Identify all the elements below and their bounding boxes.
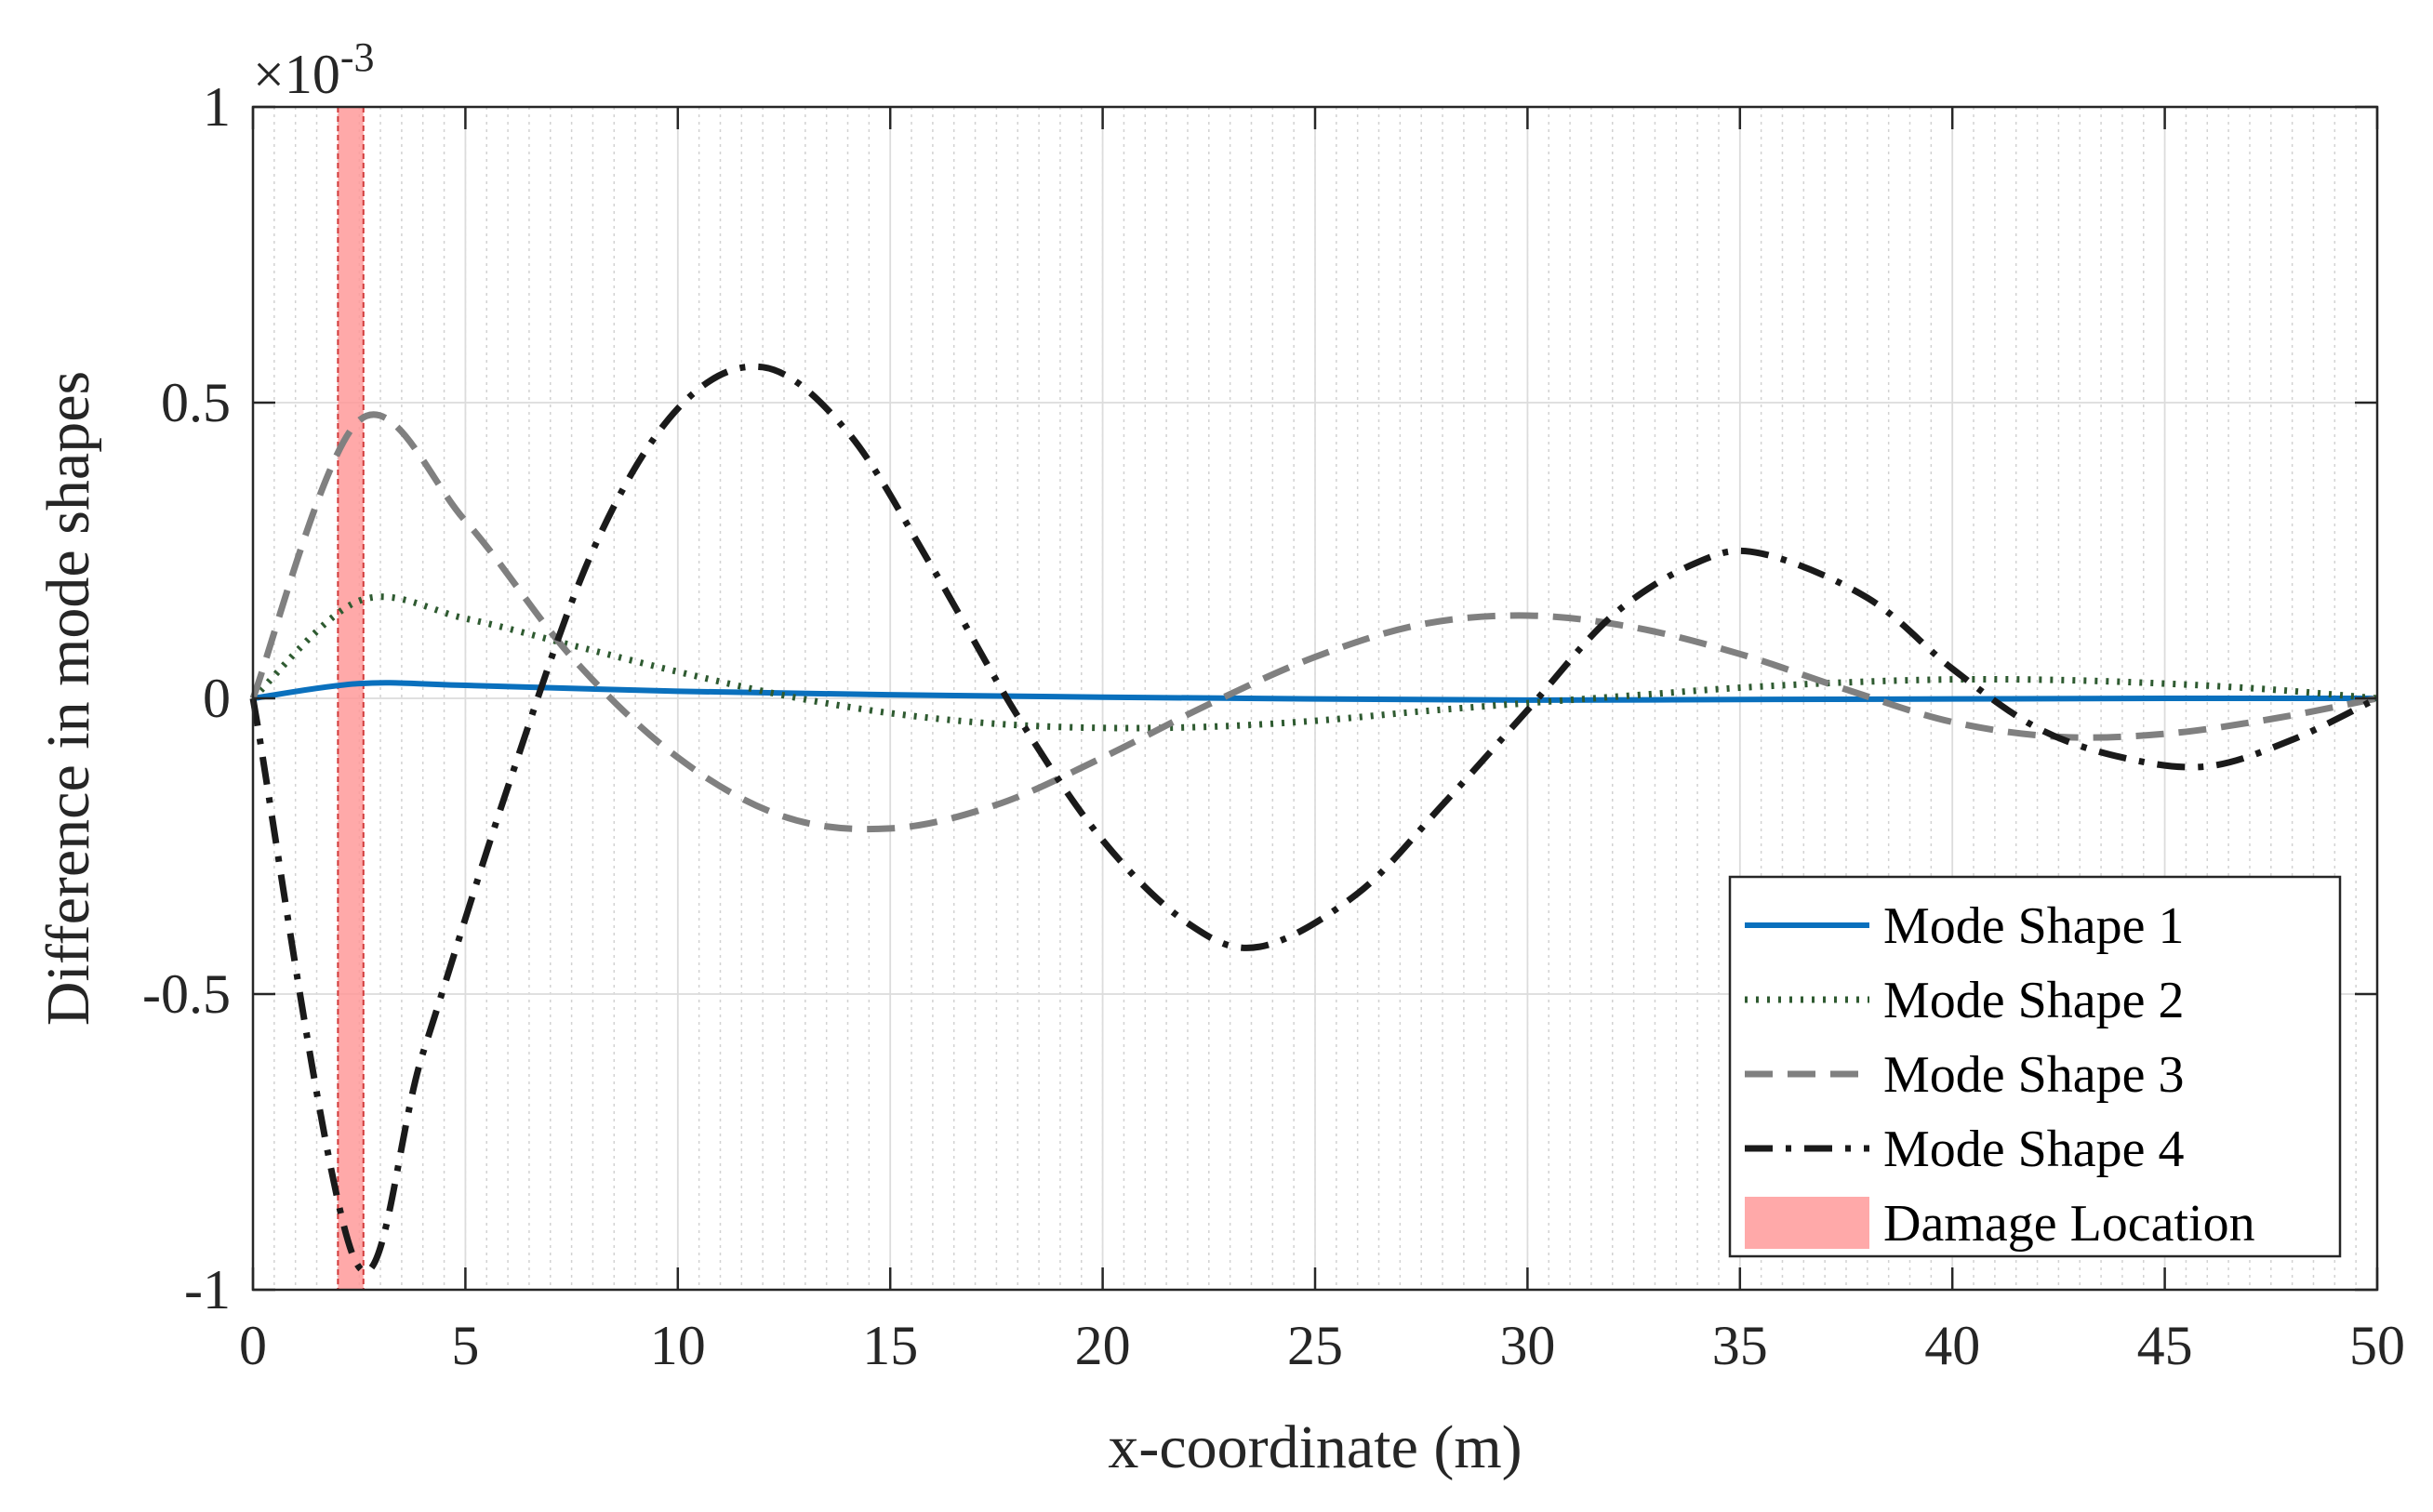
legend-label-mode-shape-2: Mode Shape 2 xyxy=(1883,972,2185,1029)
y-tick-label: -1 xyxy=(184,1259,231,1320)
legend-entry-mode-shape-2: Mode Shape 2 xyxy=(1745,972,2185,1029)
x-axis-label: x-coordinate (m) xyxy=(1108,1413,1522,1481)
x-tick-label: 10 xyxy=(650,1315,706,1376)
y-exponent-prefix: ×10 xyxy=(253,44,340,105)
legend-entry-damage-location: Damage Location xyxy=(1745,1195,2255,1253)
y-tick-label: 1 xyxy=(203,76,231,138)
x-tick-label: 20 xyxy=(1075,1315,1131,1376)
legend-entry-mode-shape-3: Mode Shape 3 xyxy=(1745,1046,2185,1104)
y-axis-exponent: ×10-3 xyxy=(253,34,375,105)
x-tick-label: 0 xyxy=(239,1315,267,1376)
series-line-mode-shape-1 xyxy=(252,680,2378,703)
x-tick-label: 45 xyxy=(2137,1315,2193,1376)
series-layer xyxy=(249,363,2379,1275)
x-tick-label: 25 xyxy=(1287,1315,1343,1376)
legend-entry-mode-shape-4: Mode Shape 4 xyxy=(1745,1121,2185,1178)
legend-swatch-damage-location xyxy=(1745,1197,1869,1249)
legend-label-mode-shape-3: Mode Shape 3 xyxy=(1883,1046,2185,1104)
x-tick-label: 35 xyxy=(1712,1315,1768,1376)
y-exponent-power: -3 xyxy=(340,34,375,80)
legend-label-mode-shape-4: Mode Shape 4 xyxy=(1883,1121,2185,1178)
ticks-layer xyxy=(251,105,2379,1292)
tick-labels: 0 5 10 15 20 25 30 35 40 45 50 -1 -0.5 0 0.5 1 xyxy=(142,76,2405,1376)
y-axis-label: Difference in mode shapes xyxy=(34,371,102,1026)
damage-location-band xyxy=(338,107,364,1290)
x-tick-label: 5 xyxy=(451,1315,479,1376)
x-tick-label: 40 xyxy=(1924,1315,1980,1376)
legend-label-damage-location: Damage Location xyxy=(1883,1195,2255,1253)
y-tick-label: 0 xyxy=(203,668,231,729)
damage-band-layer xyxy=(337,107,365,1290)
legend: Mode Shape 1 Mode Shape 2 Mode Shape 3 Mode… xyxy=(1728,875,2342,1258)
series-line-mode-shape-3 xyxy=(249,411,2378,833)
legend-entry-mode-shape-1: Mode Shape 1 xyxy=(1745,897,2185,955)
legend-box xyxy=(1728,875,2342,1258)
y-tick-label: -0.5 xyxy=(142,963,231,1025)
x-tick-label: 50 xyxy=(2349,1315,2405,1376)
series-line-mode-shape-4 xyxy=(249,363,2379,1275)
x-tick-label: 15 xyxy=(862,1315,918,1376)
x-tick-label: 30 xyxy=(1499,1315,1555,1376)
legend-label-mode-shape-1: Mode Shape 1 xyxy=(1883,897,2185,955)
y-tick-label: 0.5 xyxy=(161,372,231,433)
